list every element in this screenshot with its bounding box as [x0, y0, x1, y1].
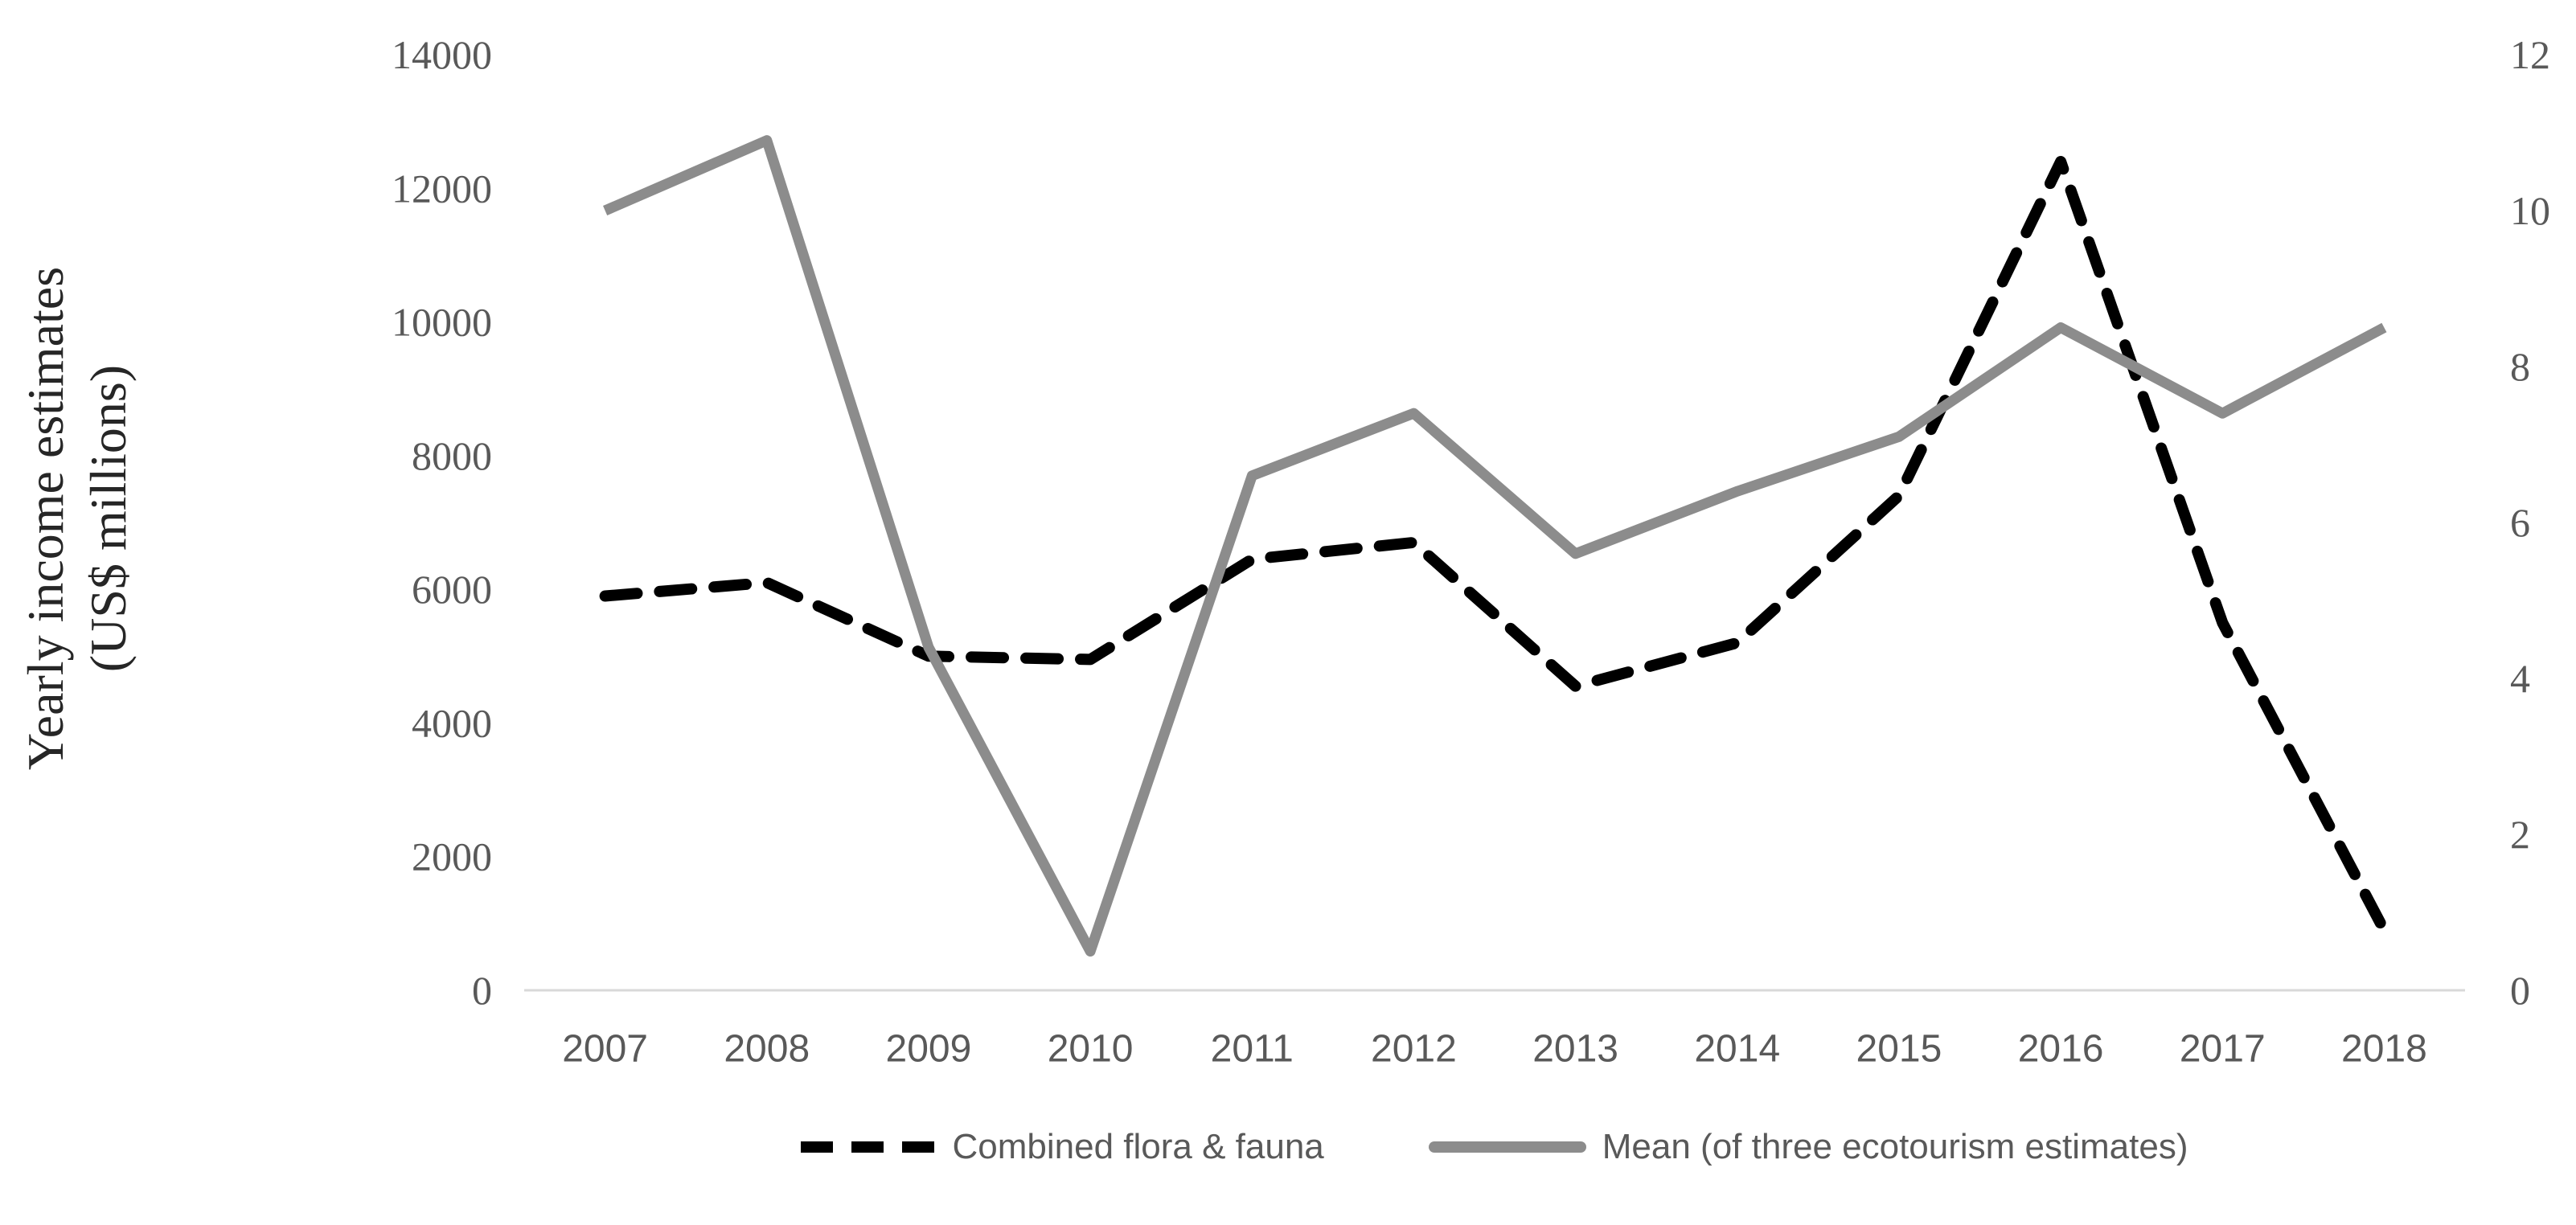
x-axis-tick-label: 2018	[2341, 1028, 2427, 1071]
right-axis-tick-label: 8	[2510, 344, 2530, 389]
x-axis-tick-label: 2007	[562, 1028, 648, 1071]
x-axis-tick-label: 2011	[1211, 1028, 1294, 1071]
right-axis-tick-label: 0	[2510, 968, 2530, 1013]
x-axis-tick-label: 2015	[1856, 1028, 1942, 1071]
series-mean-ecotourism-line	[603, 135, 2387, 957]
left-axis-tick-label: 14000	[392, 32, 492, 77]
right-axis-tick-label: 2	[2510, 812, 2530, 857]
right-axis-tick-label: 10	[2510, 188, 2550, 233]
right-axis-tick-label: 4	[2510, 656, 2530, 701]
series-combined-flora-fauna-line	[599, 156, 2390, 936]
left-axis-tick-label: 0	[472, 968, 492, 1013]
x-axis-tick-label: 2014	[1694, 1028, 1780, 1071]
solid-line-sample-icon	[1428, 1141, 1586, 1153]
x-axis-tick-label: 2012	[1371, 1028, 1457, 1071]
legend-label-combined-flora-fauna: Combined flora & fauna	[952, 1127, 1324, 1166]
left-axis-tick-label: 2000	[412, 834, 492, 879]
x-axis-tick-label: 2009	[886, 1028, 972, 1071]
x-axis-tick-label: 2008	[724, 1028, 810, 1071]
x-axis-tick-label: 2016	[2018, 1028, 2104, 1071]
right-axis-tick-label: 12	[2510, 32, 2550, 77]
dashed-line-sample-icon	[801, 1141, 937, 1153]
x-axis-tick-label: 2017	[2180, 1028, 2266, 1071]
left-axis-tick-label: 12000	[392, 166, 492, 211]
left-axis-tick-label: 6000	[412, 567, 492, 612]
left-axis-tick-label: 8000	[412, 433, 492, 478]
legend-item-combined-flora-fauna: Combined flora & fauna	[801, 1127, 1324, 1167]
x-axis-tick-label: 2013	[1532, 1028, 1618, 1071]
legend-item-mean-ecotourism: Mean (of three ecotourism estimates)	[1428, 1127, 2188, 1167]
legend: Combined flora & fauna Mean (of three ec…	[524, 1119, 2465, 1175]
left-axis-tick-label: 4000	[412, 700, 492, 745]
legend-label-mean-ecotourism: Mean (of three ecotourism estimates)	[1602, 1127, 2188, 1166]
x-axis-tick-label: 2010	[1048, 1028, 1134, 1071]
left-axis-tick-label: 10000	[392, 300, 492, 345]
right-axis-tick-label: 6	[2510, 500, 2530, 545]
